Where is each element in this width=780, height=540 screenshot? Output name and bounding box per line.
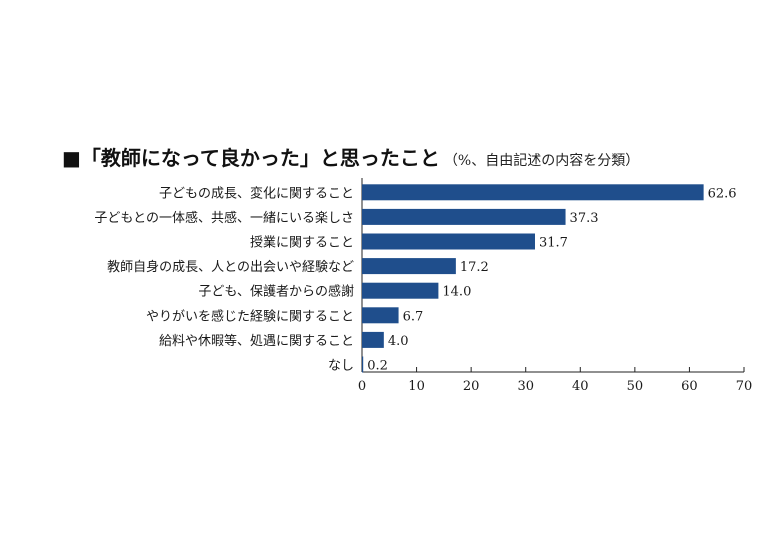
value-label: 6.7 — [403, 309, 424, 324]
bar — [362, 331, 384, 348]
chart-subtitle: （%、自由記述の内容を分類） — [443, 153, 640, 169]
category-label: やりがいを感じた経験に関すること — [146, 308, 354, 324]
value-label: 14.0 — [442, 285, 471, 300]
x-tick-label: 0 — [358, 379, 366, 394]
bar — [362, 233, 535, 250]
category-label: 子ども、保護者からの感謝 — [198, 284, 354, 300]
value-label: 37.3 — [570, 211, 599, 226]
category-label: 子どもとの一体感、共感、一緒にいる楽しさ — [94, 210, 354, 226]
value-label: 17.2 — [460, 260, 489, 275]
x-tick-label: 50 — [627, 379, 644, 394]
x-tick-label: 20 — [463, 379, 480, 394]
value-label: 0.2 — [367, 359, 388, 374]
category-label: 子どもの成長、変化に関すること — [159, 185, 354, 201]
bar — [362, 258, 456, 275]
value-label: 62.6 — [708, 186, 737, 201]
x-tick-label: 10 — [408, 379, 425, 394]
x-tick-label: 30 — [517, 379, 534, 394]
bar — [362, 307, 399, 324]
value-label: 4.0 — [388, 334, 409, 349]
bar — [362, 208, 566, 225]
value-label: 31.7 — [539, 236, 568, 251]
category-label: 教師自身の成長、人との出会いや経験など — [107, 259, 354, 275]
bar — [362, 356, 364, 373]
bar — [362, 184, 704, 201]
chart-title-row: ■「教師になって良かった」と思ったこと （%、自由記述の内容を分類） — [62, 142, 639, 171]
chart-title: ■「教師になって良かった」と思ったこと — [62, 146, 440, 170]
category-label: なし — [328, 359, 354, 374]
category-label: 給料や休暇等、処遇に関すること — [159, 333, 354, 349]
x-tick-label: 70 — [736, 379, 753, 394]
x-tick-label: 40 — [572, 379, 589, 394]
bar — [362, 282, 439, 299]
category-label: 授業に関すること — [250, 235, 354, 251]
x-tick-label: 60 — [681, 379, 698, 394]
